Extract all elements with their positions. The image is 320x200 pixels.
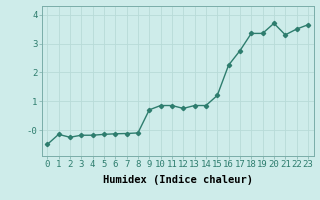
- X-axis label: Humidex (Indice chaleur): Humidex (Indice chaleur): [103, 175, 252, 185]
